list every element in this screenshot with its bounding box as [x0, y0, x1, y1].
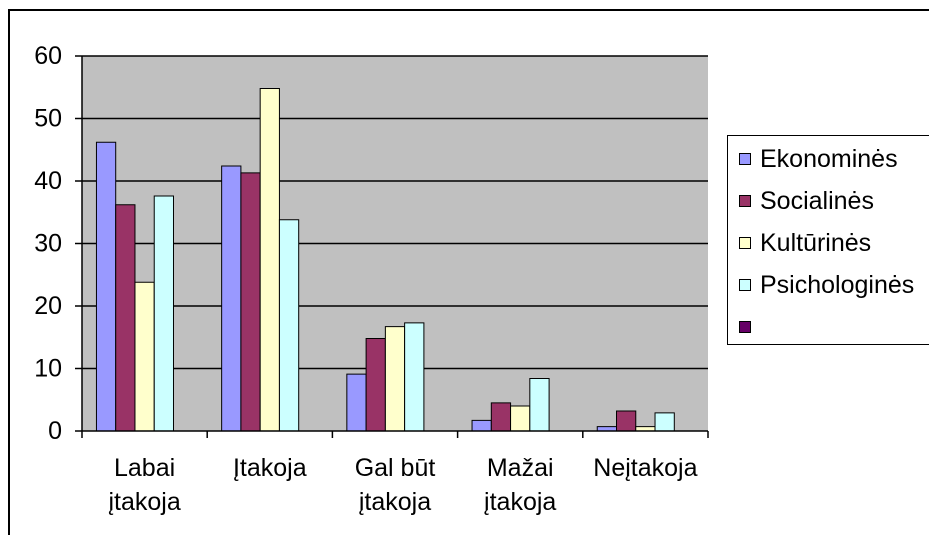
legend-item: Psichologinės: [728, 264, 929, 306]
x-tick-label: Mažai įtakoja: [484, 454, 557, 516]
legend-swatch: [739, 237, 751, 249]
x-tick-label: Labai įtakoja: [108, 454, 181, 516]
bar: [404, 322, 425, 432]
y-tick-label: 30: [34, 230, 62, 258]
y-tick-label: 0: [48, 417, 62, 445]
legend-item: [728, 306, 929, 348]
y-tick-label: 10: [34, 355, 62, 383]
legend-item: Socialinės: [728, 180, 929, 222]
chart-frame: [8, 9, 929, 535]
bar: [153, 195, 174, 432]
x-tick-label: Neįtakoja: [593, 454, 698, 482]
y-tick-label: 50: [34, 105, 62, 133]
bar: [278, 219, 300, 432]
legend-item: Kultūrinės: [728, 222, 929, 264]
bar: [365, 338, 386, 432]
bar: [115, 204, 136, 432]
y-tick-label: 20: [34, 292, 62, 320]
y-tick-label: 60: [34, 42, 62, 70]
legend-swatch: [739, 153, 751, 165]
bar: [240, 172, 261, 432]
legend-label: Socialinės: [760, 187, 874, 215]
legend-swatch: [739, 195, 751, 207]
bar: [221, 165, 242, 432]
bar: [95, 141, 117, 432]
y-tick-label: 40: [34, 167, 62, 195]
bar: [346, 373, 367, 432]
legend-label: Psichologinės: [760, 271, 915, 299]
legend-item: Ekonominės: [728, 138, 929, 180]
legend-swatch: [739, 279, 751, 291]
legend: Ekonominės Socialinės Kultūrinės Psichologi…: [727, 135, 929, 345]
x-tick-label: Įtakoja: [232, 454, 307, 482]
x-tick-label: Gal būt įtakoja: [354, 454, 436, 516]
bar: [529, 378, 550, 432]
bar: [490, 402, 512, 432]
bar: [616, 410, 637, 432]
legend-swatch: [739, 321, 751, 333]
bar: [134, 281, 155, 432]
bar: [654, 412, 675, 432]
legend-label: Kultūrinės: [760, 229, 872, 257]
bar: [259, 88, 280, 432]
bar: [471, 419, 492, 432]
legend-label: Ekonominės: [760, 145, 898, 173]
bar: [510, 405, 531, 432]
bar: [384, 326, 406, 432]
